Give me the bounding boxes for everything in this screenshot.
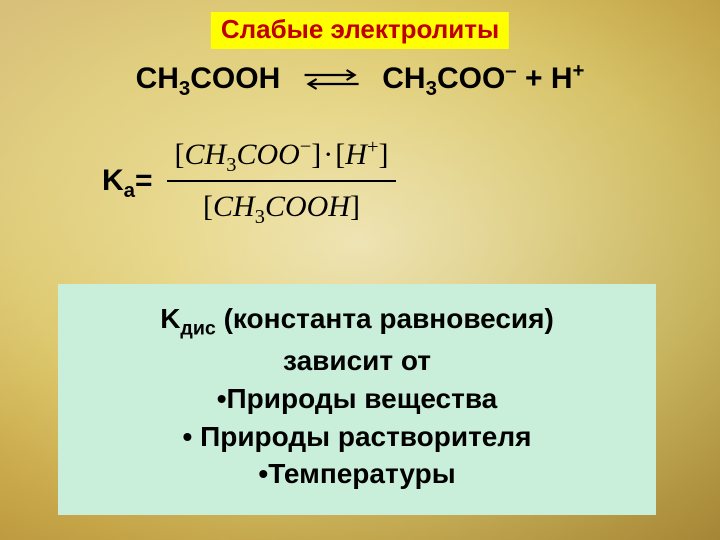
title-chip: Слабые электролиты bbox=[211, 12, 509, 49]
info-bullet: • Природы растворителя bbox=[76, 418, 638, 456]
equation-lhs: CH3COOH bbox=[136, 62, 281, 96]
info-heading: Kдис (константа равновесия) bbox=[76, 300, 638, 342]
ka-numerator: [CH3COO−]·[H+] bbox=[167, 136, 397, 174]
equilibrium-equation: CH3COOH CH3COO– + H+ bbox=[136, 62, 585, 96]
slide: Слабые электролиты CH3COOH CH3COO– + H+ … bbox=[0, 0, 720, 540]
info-bullet: •Природы вещества bbox=[76, 380, 638, 418]
info-subheading: зависит от bbox=[76, 342, 638, 380]
info-box: Kдис (константа равновесия) зависит от •… bbox=[58, 284, 656, 515]
info-bullet: •Температуры bbox=[76, 455, 638, 493]
ka-denominator: [CH3COOH] bbox=[195, 188, 368, 226]
ka-fraction: [CH3COO−]·[H+] [CH3COOH] bbox=[167, 136, 397, 225]
ka-expression: Ka= [CH3COO−]·[H+] [CH3COOH] bbox=[102, 136, 396, 225]
ka-label: Ka= bbox=[102, 164, 153, 198]
equilibrium-arrows-icon bbox=[302, 68, 360, 90]
equation-rhs: CH3COO– + H+ bbox=[382, 62, 584, 96]
